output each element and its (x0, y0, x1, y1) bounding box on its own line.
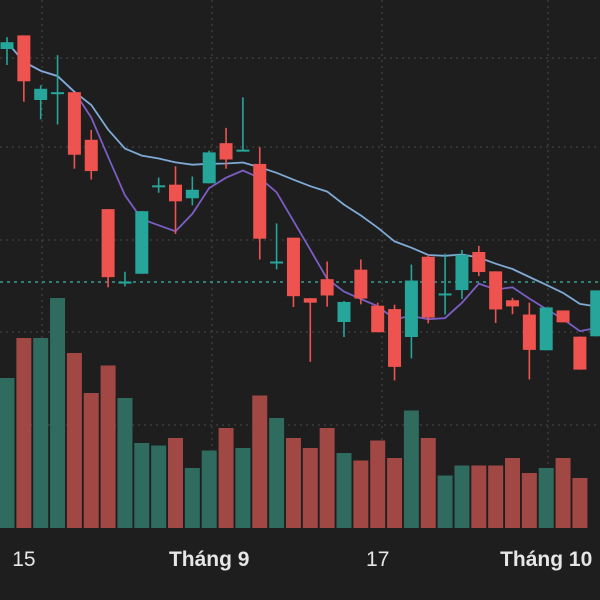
volume-bar (83, 393, 99, 528)
candle-body (455, 255, 469, 291)
candle-body (0, 42, 14, 49)
volume-bar (218, 428, 234, 528)
candle-body (253, 163, 267, 239)
x-tick-label: 15 (12, 548, 35, 571)
volume-bar (387, 458, 403, 528)
candles (0, 35, 600, 381)
candle-body (67, 92, 81, 155)
x-axis: 15 Tháng 9 17 Tháng 10 (12, 548, 592, 571)
candle-body (118, 281, 132, 284)
volume-bar (134, 443, 150, 528)
volume-bar (471, 465, 487, 528)
volume-bar (184, 468, 200, 528)
candle-body (101, 209, 115, 278)
candle-body (489, 271, 503, 310)
x-tick-label: 17 (366, 548, 389, 571)
volume-bar (420, 438, 436, 528)
candle-body (573, 336, 587, 370)
candle-body (152, 185, 166, 188)
volume-bar (16, 338, 32, 528)
volume-bar (285, 438, 301, 528)
candle-body (286, 237, 300, 297)
candle-body (169, 184, 182, 202)
volume-bar (521, 473, 537, 528)
volume-bar (572, 478, 588, 528)
volume-bar (538, 468, 554, 528)
candle-body (371, 305, 385, 333)
volume-bar (488, 465, 504, 528)
volume-bar (100, 365, 116, 528)
volume-bar (201, 450, 217, 528)
candle-body (270, 261, 284, 264)
candle-body (354, 269, 368, 299)
candle-body (590, 290, 600, 337)
candle-body (185, 189, 199, 199)
candle-body (388, 309, 402, 367)
volume-bar (252, 395, 268, 528)
volume-bar (235, 448, 251, 528)
candle-body (337, 301, 351, 323)
candle-body (421, 256, 435, 318)
volume-bar (151, 445, 167, 528)
candle-body (34, 88, 48, 100)
candle-body (522, 314, 536, 350)
candle-body (404, 280, 418, 337)
candle-body (84, 139, 98, 172)
volume-bar (302, 448, 318, 528)
volume-bar (168, 438, 183, 528)
volume-bar (437, 475, 453, 528)
volume-bar (353, 460, 369, 528)
candle-body (320, 279, 334, 296)
candle-body (236, 149, 250, 152)
candle-body (556, 310, 570, 323)
grid-lines (0, 0, 600, 528)
volume-bar (117, 398, 133, 528)
volume-bar (336, 453, 352, 528)
volume-bar (370, 440, 386, 528)
candle-body (506, 300, 519, 307)
candle-body (472, 251, 486, 273)
volume-bar (505, 458, 520, 528)
volume-bar (33, 338, 49, 528)
x-tick-label: Tháng 9 (169, 548, 250, 571)
candle-body (51, 92, 65, 95)
volume-bar (50, 298, 66, 528)
volume-bar (319, 428, 335, 528)
candle-body (438, 293, 452, 296)
candle-body (303, 298, 317, 303)
volume-bar (0, 378, 15, 528)
candle-body (135, 211, 149, 274)
volume-bar (403, 410, 419, 528)
candle-body (202, 152, 216, 184)
volume-bar (454, 465, 470, 528)
candle-body (17, 35, 31, 82)
volume-bar (555, 458, 571, 528)
x-tick-label: Tháng 10 (500, 548, 592, 571)
volume-bars (0, 298, 588, 528)
candle-body (539, 307, 553, 351)
ma-long-line (6, 41, 597, 308)
candle-body (219, 143, 233, 160)
volume-bar (66, 353, 82, 528)
volume-bar (269, 418, 285, 528)
